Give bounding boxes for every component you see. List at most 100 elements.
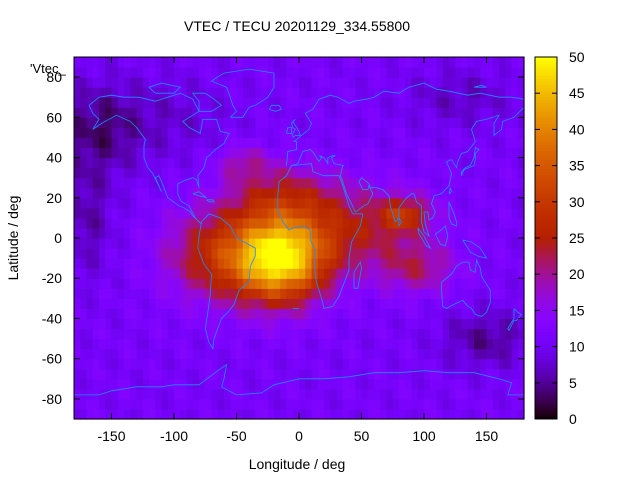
- heatmap-cell: [199, 388, 206, 400]
- heatmap-cell: [124, 238, 131, 249]
- heatmap-cell: [192, 328, 200, 340]
- heatmap-cell: [149, 97, 156, 108]
- heatmap-cell: [261, 197, 269, 209]
- heatmap-cell: [342, 67, 350, 78]
- heatmap-cell: [280, 378, 288, 390]
- colorbar-strip: [535, 289, 557, 293]
- heatmap-cell: [92, 157, 100, 169]
- heatmap-cell: [449, 288, 456, 299]
- heatmap-cell: [230, 157, 238, 169]
- heatmap-cell: [342, 308, 350, 320]
- heatmap-cell: [405, 117, 413, 128]
- heatmap-cell: [417, 298, 425, 309]
- heatmap-cell: [330, 288, 338, 299]
- heatmap-cell: [180, 217, 188, 229]
- heatmap-cell: [186, 378, 194, 390]
- heatmap-cell: [380, 87, 388, 98]
- heatmap-cell: [267, 157, 275, 169]
- heatmap-cell: [161, 217, 169, 229]
- heatmap-cell: [511, 348, 519, 360]
- colorbar-strip: [535, 114, 557, 118]
- heatmap-cell: [211, 167, 219, 179]
- heatmap-cell: [499, 338, 506, 350]
- heatmap-cell: [255, 328, 263, 340]
- heatmap-cell: [299, 67, 306, 78]
- heatmap-cell: [311, 197, 319, 209]
- heatmap-cell: [174, 227, 181, 239]
- heatmap-cell: [292, 308, 300, 320]
- heatmap-cell: [355, 358, 363, 370]
- heatmap-cell: [392, 378, 400, 390]
- heatmap-cell: [180, 157, 188, 169]
- heatmap-cell: [80, 408, 88, 420]
- heatmap-cell: [467, 248, 475, 259]
- heatmap-cell: [399, 57, 406, 68]
- heatmap-cell: [255, 338, 263, 350]
- heatmap-cell: [236, 117, 244, 128]
- heatmap-cell: [249, 258, 256, 269]
- heatmap-cell: [99, 227, 106, 239]
- heatmap-cell: [455, 268, 463, 279]
- heatmap-cell: [274, 398, 281, 410]
- heatmap-cell: [467, 87, 475, 98]
- heatmap-cell: [417, 408, 425, 420]
- heatmap-cell: [374, 328, 381, 340]
- heatmap-cell: [399, 97, 406, 108]
- heatmap-cell: [211, 338, 219, 350]
- colorbar-strip: [535, 376, 557, 381]
- heatmap-cell: [92, 127, 100, 139]
- heatmap-cell: [430, 57, 438, 68]
- heatmap-cell: [305, 117, 313, 128]
- heatmap-cell: [230, 328, 238, 340]
- heatmap-cell: [424, 368, 431, 380]
- heatmap-cell: [399, 308, 406, 320]
- heatmap-cell: [317, 187, 325, 199]
- heatmap-cell: [392, 238, 400, 249]
- heatmap-cell: [517, 328, 525, 340]
- heatmap-cell: [455, 197, 463, 209]
- heatmap-cell: [99, 87, 106, 98]
- heatmap-cell: [449, 187, 456, 199]
- heatmap-cell: [211, 368, 219, 380]
- heatmap-cell: [105, 217, 113, 229]
- heatmap-cell: [180, 57, 188, 68]
- heatmap-cell: [130, 167, 138, 179]
- y-tick-label: 60: [46, 109, 62, 125]
- heatmap-cell: [99, 258, 106, 269]
- coastline-segment: [268, 104, 283, 112]
- heatmap-cell: [342, 177, 350, 189]
- heatmap-cell: [411, 298, 419, 309]
- heatmap-cell: [330, 167, 338, 179]
- heatmap-cell: [192, 117, 200, 128]
- heatmap-cell: [324, 187, 331, 199]
- heatmap-cell: [349, 358, 356, 370]
- heatmap-cell: [130, 258, 138, 269]
- heatmap-cell: [74, 308, 81, 320]
- heatmap-cell: [461, 288, 469, 299]
- heatmap-cell: [430, 177, 438, 189]
- heatmap-cell: [149, 298, 156, 309]
- heatmap-cell: [467, 268, 475, 279]
- heatmap-cell: [180, 338, 188, 350]
- heatmap-cell: [386, 147, 394, 159]
- heatmap-cell: [274, 328, 281, 340]
- heatmap-cell: [411, 57, 419, 68]
- heatmap-cell: [105, 177, 113, 189]
- heatmap-cell: [399, 177, 406, 189]
- heatmap-cell: [211, 197, 219, 209]
- heatmap-cell: [86, 348, 94, 360]
- heatmap-cell: [286, 318, 294, 330]
- heatmap-cell: [199, 338, 206, 350]
- heatmap-cell: [517, 308, 525, 320]
- heatmap-cell: [499, 258, 506, 269]
- heatmap-cell: [449, 147, 456, 159]
- heatmap-cell: [386, 248, 394, 259]
- heatmap-cell: [80, 258, 88, 269]
- heatmap-cell: [430, 318, 438, 330]
- heatmap-cell: [274, 348, 281, 360]
- heatmap-cell: [199, 187, 206, 199]
- heatmap-cell: [330, 177, 338, 189]
- heatmap-cell: [330, 87, 338, 98]
- heatmap-cell: [299, 207, 306, 219]
- heatmap-cell: [124, 207, 131, 219]
